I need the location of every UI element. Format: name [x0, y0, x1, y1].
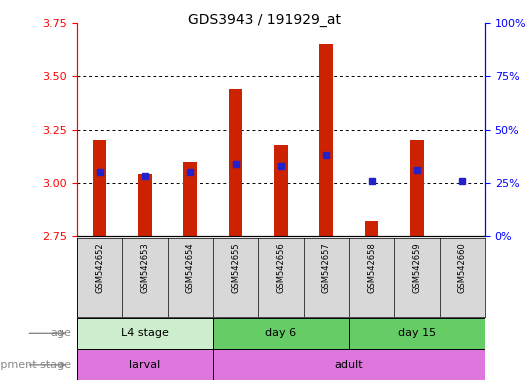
Text: L4 stage: L4 stage: [121, 328, 169, 338]
Text: GSM542654: GSM542654: [186, 242, 195, 293]
Bar: [349, 318, 485, 349]
Bar: [274, 144, 288, 236]
Bar: [77, 349, 213, 380]
Bar: [365, 221, 378, 236]
Bar: [213, 318, 349, 349]
Text: day 6: day 6: [266, 328, 296, 338]
Text: GSM542658: GSM542658: [367, 242, 376, 293]
Text: day 15: day 15: [398, 328, 436, 338]
Bar: [93, 140, 107, 236]
Text: GSM542660: GSM542660: [458, 242, 467, 293]
Bar: [183, 162, 197, 236]
Bar: [77, 318, 213, 349]
Text: GSM542652: GSM542652: [95, 242, 104, 293]
Text: age: age: [51, 328, 72, 338]
Text: GSM542657: GSM542657: [322, 242, 331, 293]
Text: GSM542656: GSM542656: [277, 242, 285, 293]
Text: GDS3943 / 191929_at: GDS3943 / 191929_at: [189, 13, 341, 27]
Bar: [320, 44, 333, 236]
Bar: [229, 89, 242, 236]
Bar: [138, 174, 152, 236]
Bar: [410, 140, 424, 236]
Text: development stage: development stage: [0, 360, 72, 370]
Text: larval: larval: [129, 360, 161, 370]
Text: GSM542659: GSM542659: [412, 242, 421, 293]
Text: GSM542655: GSM542655: [231, 242, 240, 293]
Text: adult: adult: [334, 360, 363, 370]
Bar: [213, 349, 485, 380]
Text: GSM542653: GSM542653: [140, 242, 149, 293]
